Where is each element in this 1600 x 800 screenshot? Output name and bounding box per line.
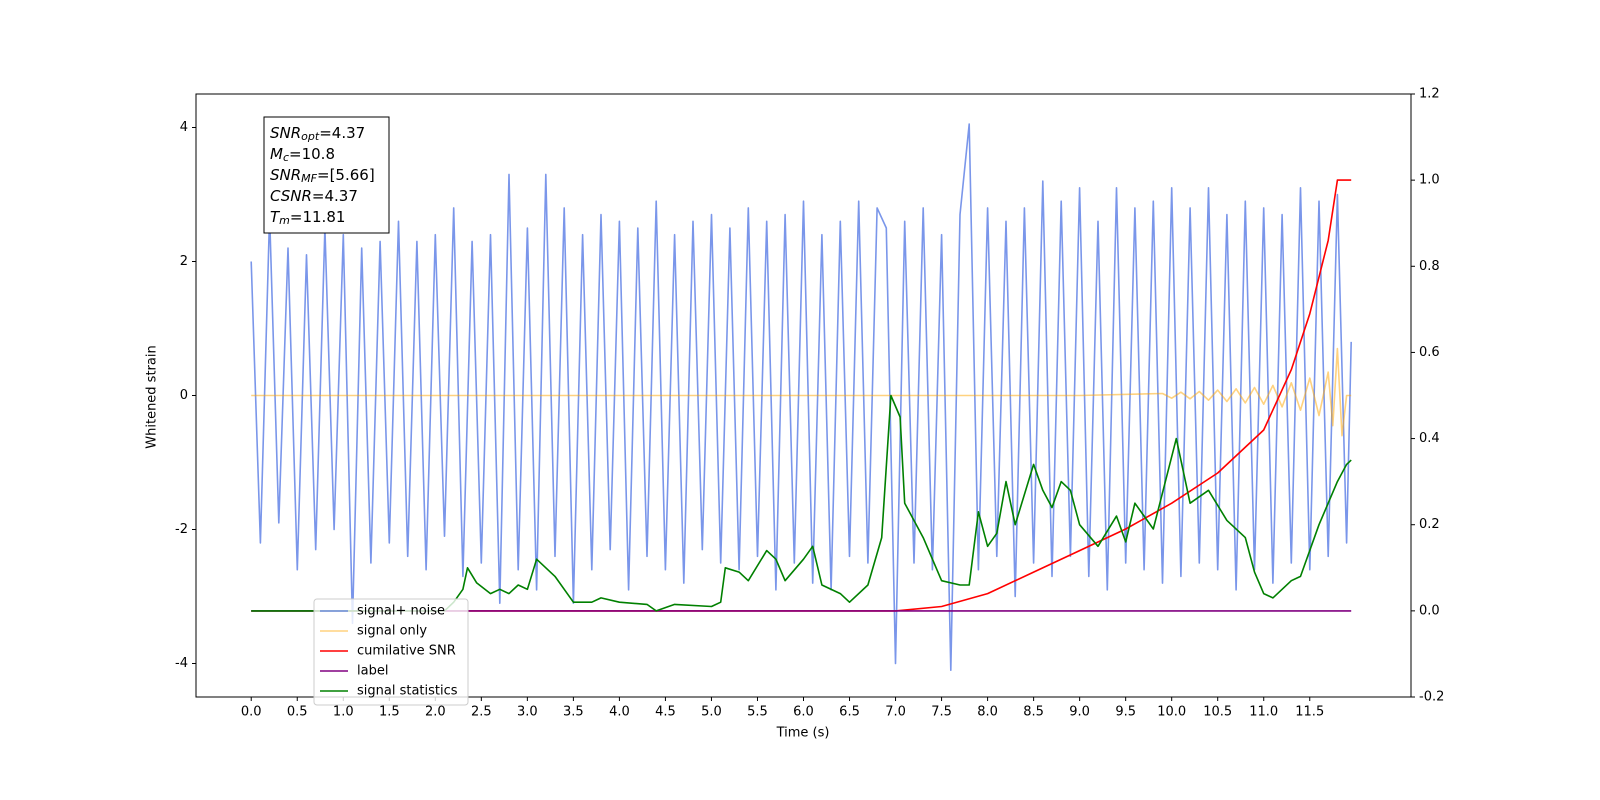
y2-tick-label: 0.6	[1419, 345, 1440, 360]
legend: signal+ noise signal only cumilative SNR la…	[313, 598, 469, 706]
annotation-rest: =10.8	[289, 145, 335, 163]
x-tick-label: 1.0	[333, 705, 354, 720]
annotation-line: Mc=10.8	[270, 145, 335, 165]
annotation-main: SNR	[270, 124, 301, 142]
annotation-main: T	[270, 208, 281, 226]
x-tick-label: 2.0	[425, 705, 446, 720]
annotation-main: SNR	[270, 166, 301, 184]
legend-label: signal only	[357, 624, 427, 639]
y-tick-label: 4	[180, 120, 188, 135]
x-tick-label: 8.0	[977, 705, 998, 720]
y-tick-label: 2	[180, 254, 188, 269]
x-tick-label: 10.5	[1203, 705, 1232, 720]
x-tick-label: 6.5	[839, 705, 860, 720]
x-tick-label: 11.0	[1249, 705, 1278, 720]
annotation-main: CSNR	[270, 187, 312, 205]
x-tick-label: 7.0	[885, 705, 906, 720]
legend-label: signal+ noise	[357, 604, 445, 619]
series-line	[251, 394, 1352, 612]
x-tick-label: 4.0	[609, 705, 630, 720]
annotation-rest: =[5.66]	[317, 166, 375, 184]
legend-label: signal statistics	[357, 684, 458, 699]
legend-label: cumilative SNR	[357, 644, 456, 659]
x-axis-label: Time (s)	[776, 726, 830, 741]
x-tick-label: 1.5	[379, 705, 400, 720]
legend-label: label	[357, 664, 388, 679]
x-tick-label: 3.0	[517, 705, 538, 720]
annotation-line: SNRMF=[5.66]	[270, 166, 375, 186]
y2-tick-label: 1.0	[1419, 173, 1440, 188]
y2-tick-label: 0.0	[1419, 603, 1440, 618]
x-tick-label: 5.5	[747, 705, 768, 720]
x-tick-label: 7.5	[931, 705, 952, 720]
annotation-line: CSNR=4.37	[270, 187, 358, 205]
y-tick-label: -2	[175, 522, 188, 537]
y-tick-label: 0	[180, 388, 188, 403]
annotation-line: Tm=11.81	[270, 208, 345, 228]
x-tick-label: 3.5	[563, 705, 584, 720]
y-tick-label: -4	[175, 656, 188, 671]
x-tick-label: 4.5	[655, 705, 676, 720]
x-tick-label: 5.0	[701, 705, 722, 720]
annotation: SNRopt=4.37Mc=10.8SNRMF=[5.66]CSNR=4.37T…	[263, 116, 390, 234]
annotation-sub: m	[279, 214, 290, 227]
annotation-rest: =4.37	[312, 187, 358, 205]
x-tick-label: 8.5	[1023, 705, 1044, 720]
series-line	[250, 123, 1352, 671]
y2-tick-label: 0.8	[1419, 259, 1440, 274]
y2-tick-label: -0.2	[1419, 690, 1444, 705]
x-tick-label: 6.0	[793, 705, 814, 720]
x-tick-label: 9.5	[1115, 705, 1136, 720]
x-tick-label: 10.0	[1157, 705, 1186, 720]
annotation-box	[263, 116, 390, 234]
annotation-sub: opt	[301, 130, 320, 143]
x-tick-label: 2.5	[471, 705, 492, 720]
series-line	[251, 179, 1352, 612]
annotation-sub: MF	[301, 172, 317, 185]
legend-box	[313, 598, 469, 706]
annotation-sub: c	[283, 151, 289, 164]
x-tick-label: 11.5	[1295, 705, 1324, 720]
y2-tick-label: 1.2	[1419, 87, 1440, 102]
x-tick-label: 0.0	[241, 705, 262, 720]
series-line	[251, 347, 1352, 437]
annotation-rest: =11.81	[290, 208, 346, 226]
y2-tick-label: 0.4	[1419, 431, 1440, 446]
annotation-main: M	[270, 145, 283, 163]
annotation-line: SNRopt=4.37	[270, 124, 365, 144]
annotation-rest: =4.37	[319, 124, 365, 142]
x-tick-label: 0.5	[287, 705, 308, 720]
x-tick-label: 9.0	[1069, 705, 1090, 720]
y-axis-label: Whitened strain	[145, 345, 160, 448]
y2-tick-label: 0.2	[1419, 517, 1440, 532]
